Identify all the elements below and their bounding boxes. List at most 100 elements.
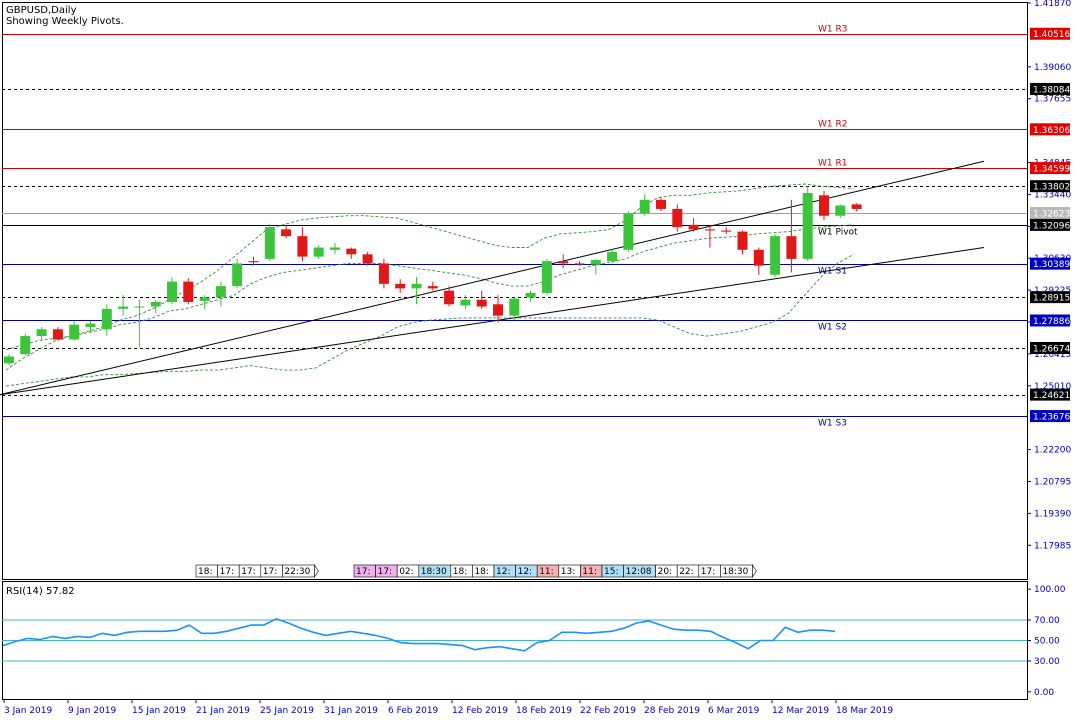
date-tick-label: 18 Mar 2019: [836, 706, 893, 716]
price-tag-bg: [1030, 314, 1070, 327]
session-strip-2-text: 11:: [582, 567, 596, 577]
price-tag-bg: [1030, 257, 1070, 270]
price-tick-label: 1.20795: [1034, 477, 1071, 487]
bear-candle: [248, 256, 259, 266]
candle-body: [378, 263, 389, 284]
bull-candle: [411, 277, 422, 305]
bull-candle: [525, 290, 536, 303]
candle-body: [199, 297, 210, 301]
candle-body: [36, 329, 47, 337]
lower-trendline[interactable]: [0, 247, 985, 396]
bull-candle: [85, 321, 96, 332]
date-tick-label: 18 Feb 2019: [516, 706, 572, 716]
candle-body: [281, 229, 292, 237]
bear-candle: [704, 224, 715, 248]
bear-candle: [476, 290, 487, 309]
candle-body: [264, 227, 275, 259]
candle-body: [346, 248, 357, 255]
candle-body: [85, 323, 96, 327]
candle-body: [656, 199, 666, 209]
date-tick-label: 31 Jan 2019: [324, 706, 378, 716]
pivot-levels: [2, 34, 1027, 417]
session-strip-1-text: 22:30: [284, 567, 310, 577]
session-strip-2-text: 20:: [658, 567, 672, 577]
pivot-label: W1 S3: [818, 419, 847, 429]
candle-body: [786, 236, 797, 259]
price-tags: 1.40516 1.38084 1.36306 1.34599 1.33802 1.326…: [1030, 27, 1070, 423]
price-tag: 1.24621: [1033, 391, 1070, 401]
candle-body: [118, 306, 129, 309]
candles: [4, 186, 862, 366]
candle-body: [248, 261, 259, 263]
pivot-label: W1 S2: [818, 323, 847, 333]
bear-candle: [52, 326, 63, 341]
bear-candle: [786, 199, 797, 273]
price-tag-bg: [1030, 27, 1070, 40]
bear-candle: [656, 197, 666, 212]
time-axis[interactable]: 3 Jan 2019 9 Jan 2019 15 Jan 2019 21 Jan 20…: [3, 699, 893, 716]
price-tag-bg: [1030, 410, 1070, 423]
bull-candle: [770, 233, 781, 278]
price-tag-bg: [1030, 206, 1070, 219]
pivot-label: W1 Pivot: [818, 228, 858, 238]
date-tick-label: 6 Mar 2019: [708, 706, 760, 716]
price-tag: 1.34599: [1033, 165, 1070, 175]
price-tag: 1.30389: [1033, 260, 1070, 270]
price-tag-bg: [1030, 218, 1070, 231]
session-strip-2-text: 22:: [679, 567, 693, 577]
bear-candle: [297, 227, 308, 262]
date-tick-label: 9 Jan 2019: [68, 706, 116, 716]
session-strip-2-text: 11:: [539, 567, 553, 577]
date-tick-label: 3 Jan 2019: [4, 706, 52, 716]
date-tick-label: 28 Feb 2019: [644, 706, 700, 716]
bull-candle: [607, 249, 618, 264]
rsi-tick-label: 70.00: [1034, 616, 1060, 626]
candle-body: [802, 193, 813, 259]
date-tick-label: 6 Feb 2019: [388, 706, 439, 716]
price-tag-bg: [1030, 388, 1070, 401]
candle-body: [476, 299, 487, 307]
price-tag-bg: [1030, 162, 1070, 175]
candle-body: [313, 247, 324, 257]
price-tick-label: 1.26415: [1034, 350, 1071, 360]
candle-body: [737, 231, 748, 250]
candle-body: [851, 204, 862, 209]
bear-candle: [753, 247, 764, 275]
price-tag-bg: [1030, 180, 1070, 193]
bear-candle: [281, 224, 292, 239]
candle-body: [753, 249, 764, 266]
bear-candle: [427, 281, 438, 291]
bull-candle: [199, 295, 210, 309]
bear-candle: [395, 279, 406, 293]
candle-body: [835, 205, 846, 216]
price-tick-label: 1.22200: [1034, 446, 1071, 456]
band-upper: [5, 183, 854, 371]
session-strip-2-text: 17:: [701, 567, 715, 577]
rsi-tick-label: 50.00: [1034, 637, 1060, 647]
price-tick-label: 1.17985: [1034, 541, 1071, 551]
price-tag: 1.28915: [1033, 294, 1070, 304]
candle-body: [183, 281, 194, 303]
rsi-tick-label: 30.00: [1034, 657, 1060, 667]
pivot-level-labels: W1 R3 W1 R2 W1 R1 W1 Pivot W1 S1 W1 S2 W1 S3: [818, 25, 858, 429]
session-strip-2-text: 13:: [561, 567, 575, 577]
bull-candle: [460, 295, 471, 309]
price-tag: 1.36306: [1033, 126, 1070, 136]
candle-body: [704, 229, 715, 231]
bear-candle: [558, 254, 569, 268]
price-tag: 1.26674: [1033, 345, 1070, 355]
candle-body: [770, 236, 781, 275]
price-tick-label: 1.19390: [1034, 509, 1071, 519]
candle-body: [150, 302, 161, 307]
candle-body: [541, 261, 552, 293]
candle-body: [134, 306, 145, 308]
session-strip-1-text: 17:: [263, 567, 277, 577]
price-tick-label: 1.25010: [1034, 382, 1071, 392]
session-strip-2-text: 18:30: [722, 567, 748, 577]
candle-body: [215, 286, 226, 298]
session-strip-1-text: 17:: [241, 567, 255, 577]
bull-candle: [167, 277, 177, 305]
bull-candle: [313, 245, 324, 259]
candle-body: [444, 290, 455, 305]
